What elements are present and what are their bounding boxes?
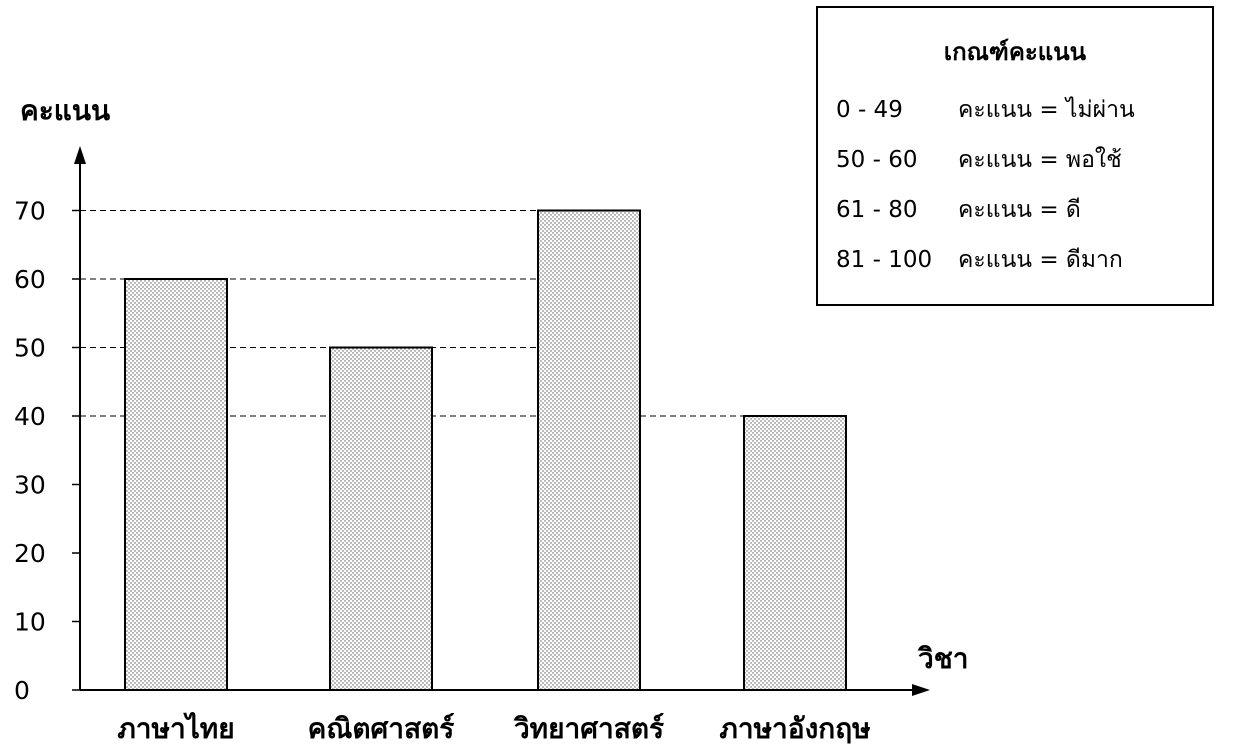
- legend-row: 0 - 49 คะแนน = ไม่ผ่าน: [836, 92, 1135, 128]
- legend-row: 81 - 100 คะแนน = ดีมาก: [836, 242, 1123, 278]
- x-category-label: คณิตศาสตร์: [308, 712, 455, 745]
- legend-row: 50 - 60 คะแนน = พอใช้: [836, 142, 1122, 178]
- legend-text: คะแนน = ไม่ผ่าน: [958, 97, 1135, 123]
- legend-range: 61 - 80: [836, 197, 918, 223]
- x-category-label: ภาษาไทย: [117, 712, 234, 745]
- y-tick-label: 70: [14, 197, 46, 226]
- y-axis-arrow-icon: [74, 146, 86, 164]
- x-axis-arrow-icon: [912, 684, 930, 696]
- legend-box: เกณฑ์คะแนน 0 - 49 คะแนน = ไม่ผ่าน 50 - 60 ค…: [816, 6, 1214, 306]
- y-tick-label: 0: [14, 676, 30, 705]
- y-tick-label: 40: [14, 402, 46, 431]
- legend-title: เกณฑ์คะแนน: [943, 38, 1087, 66]
- legend-text: คะแนน = ดี: [958, 197, 1081, 223]
- x-category-label: ภาษาอังกฤษ: [719, 712, 870, 745]
- bar: [329, 346, 433, 691]
- y-tick-label: 30: [14, 471, 46, 500]
- legend-range: 81 - 100: [836, 247, 933, 273]
- legend-text: คะแนน = ดีมาก: [958, 247, 1123, 273]
- y-tick-label: 60: [14, 265, 46, 294]
- x-category-label: วิทยาศาสตร์: [513, 712, 664, 745]
- x-axis-title: วิชา: [917, 642, 969, 675]
- legend-range: 0 - 49: [836, 97, 903, 123]
- y-tick-label: 50: [14, 334, 46, 363]
- bar: [537, 209, 641, 691]
- legend-range: 50 - 60: [836, 147, 918, 173]
- bar: [124, 278, 228, 691]
- bar: [743, 415, 847, 691]
- y-tick-label: 20: [14, 539, 46, 568]
- y-axis-title: คะแนน: [20, 94, 110, 127]
- legend-row: 61 - 80 คะแนน = ดี: [836, 192, 1081, 228]
- y-tick-label: 10: [14, 608, 46, 637]
- legend-text: คะแนน = พอใช้: [958, 147, 1122, 173]
